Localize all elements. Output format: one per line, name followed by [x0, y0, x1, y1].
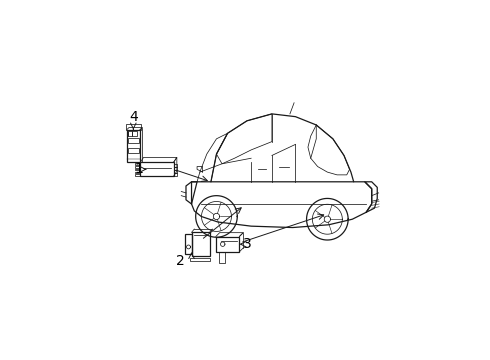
Bar — [190, 258, 210, 261]
Bar — [135, 169, 140, 171]
Text: 1: 1 — [134, 162, 143, 176]
Bar — [132, 131, 137, 136]
Bar — [128, 148, 139, 153]
Bar — [135, 166, 140, 168]
Bar — [140, 162, 173, 176]
Bar — [135, 163, 140, 165]
Text: 4: 4 — [129, 110, 138, 123]
Bar — [126, 130, 140, 162]
Bar — [126, 124, 141, 130]
Bar — [128, 138, 139, 143]
Bar — [135, 174, 140, 176]
Bar — [128, 131, 132, 136]
Bar — [185, 234, 192, 254]
Bar — [173, 173, 177, 176]
Bar — [173, 164, 177, 167]
Bar — [173, 170, 177, 173]
Bar — [216, 237, 239, 252]
Bar — [192, 233, 210, 256]
Text: 3: 3 — [243, 237, 251, 251]
Bar — [219, 252, 225, 263]
Bar — [173, 167, 177, 170]
Text: 2: 2 — [176, 254, 185, 268]
Bar — [135, 172, 140, 173]
